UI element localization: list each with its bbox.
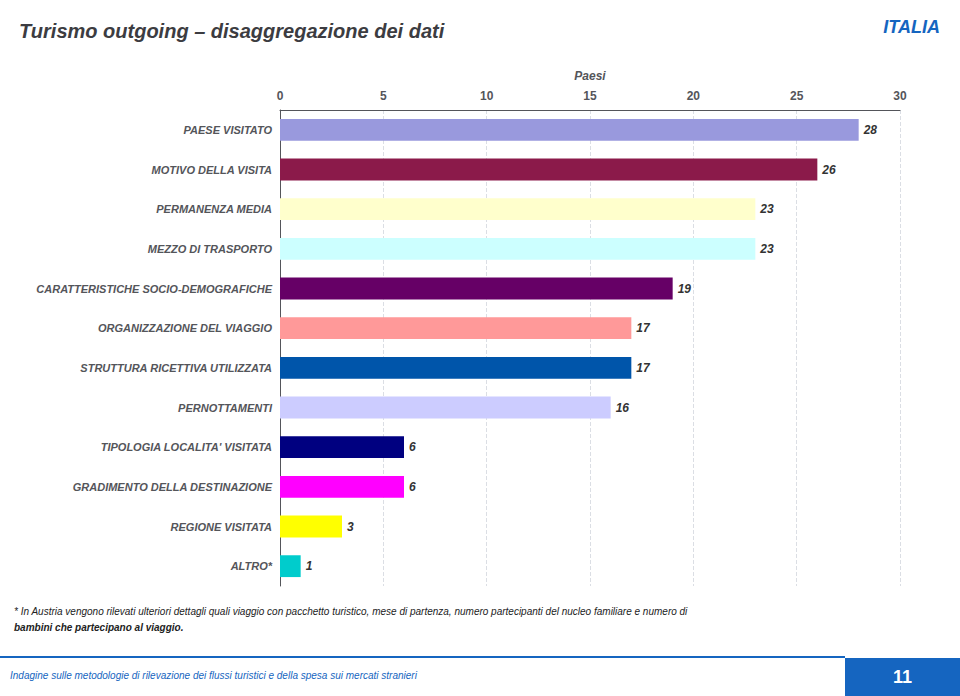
svg-text:MOTIVO DELLA VISITA: MOTIVO DELLA VISITA — [152, 164, 272, 176]
svg-text:ITALIA: ITALIA — [883, 17, 940, 37]
svg-text:bambini che partecipano al via: bambini che partecipano al viaggio. — [14, 622, 183, 633]
svg-text:26: 26 — [821, 163, 836, 177]
svg-text:16: 16 — [616, 401, 630, 415]
svg-text:15: 15 — [583, 89, 597, 103]
svg-text:MEZZO DI TRASPORTO: MEZZO DI TRASPORTO — [148, 243, 273, 255]
svg-text:PERNOTTAMENTI: PERNOTTAMENTI — [178, 402, 273, 414]
svg-text:ORGANIZZAZIONE DEL VIAGGIO: ORGANIZZAZIONE DEL VIAGGIO — [98, 322, 272, 334]
svg-text:25: 25 — [790, 89, 804, 103]
svg-text:* In Austria vengono rilevati: * In Austria vengono rilevati ulteriori … — [14, 606, 688, 617]
svg-text:30: 30 — [893, 89, 907, 103]
svg-text:Indagine sulle metodologie di: Indagine sulle metodologie di rilevazion… — [10, 670, 418, 681]
svg-text:1: 1 — [306, 559, 313, 573]
svg-text:6: 6 — [409, 440, 416, 454]
svg-text:3: 3 — [347, 520, 354, 534]
svg-text:28: 28 — [863, 123, 878, 137]
svg-text:GRADIMENTO DELLA DESTINAZIONE: GRADIMENTO DELLA DESTINAZIONE — [73, 481, 273, 493]
svg-text:TIPOLOGIA LOCALITA' VISITATA: TIPOLOGIA LOCALITA' VISITATA — [101, 441, 272, 453]
svg-text:PERMANENZA MEDIA: PERMANENZA MEDIA — [156, 203, 272, 215]
svg-text:19: 19 — [678, 282, 692, 296]
svg-text:0: 0 — [277, 89, 284, 103]
svg-text:6: 6 — [409, 480, 416, 494]
svg-text:Paesi: Paesi — [574, 69, 606, 83]
svg-text:20: 20 — [687, 89, 701, 103]
svg-text:STRUTTURA RICETTIVA UTILIZZATA: STRUTTURA RICETTIVA UTILIZZATA — [80, 362, 272, 374]
svg-text:Turismo outgoing – disaggregaz: Turismo outgoing – disaggregazione dei d… — [19, 20, 445, 42]
svg-text:PAESE VISITATO: PAESE VISITATO — [184, 124, 273, 136]
svg-text:ALTRO*: ALTRO* — [230, 560, 273, 572]
svg-text:11: 11 — [893, 667, 912, 687]
svg-text:17: 17 — [636, 321, 651, 335]
svg-text:23: 23 — [759, 202, 774, 216]
svg-text:CARATTERISTICHE SOCIO-DEMOGRAF: CARATTERISTICHE SOCIO-DEMOGRAFICHE — [36, 283, 272, 295]
svg-text:REGIONE VISITATA: REGIONE VISITATA — [171, 521, 273, 533]
svg-text:5: 5 — [380, 89, 387, 103]
svg-text:17: 17 — [636, 361, 651, 375]
svg-text:10: 10 — [480, 89, 494, 103]
svg-text:23: 23 — [759, 242, 774, 256]
